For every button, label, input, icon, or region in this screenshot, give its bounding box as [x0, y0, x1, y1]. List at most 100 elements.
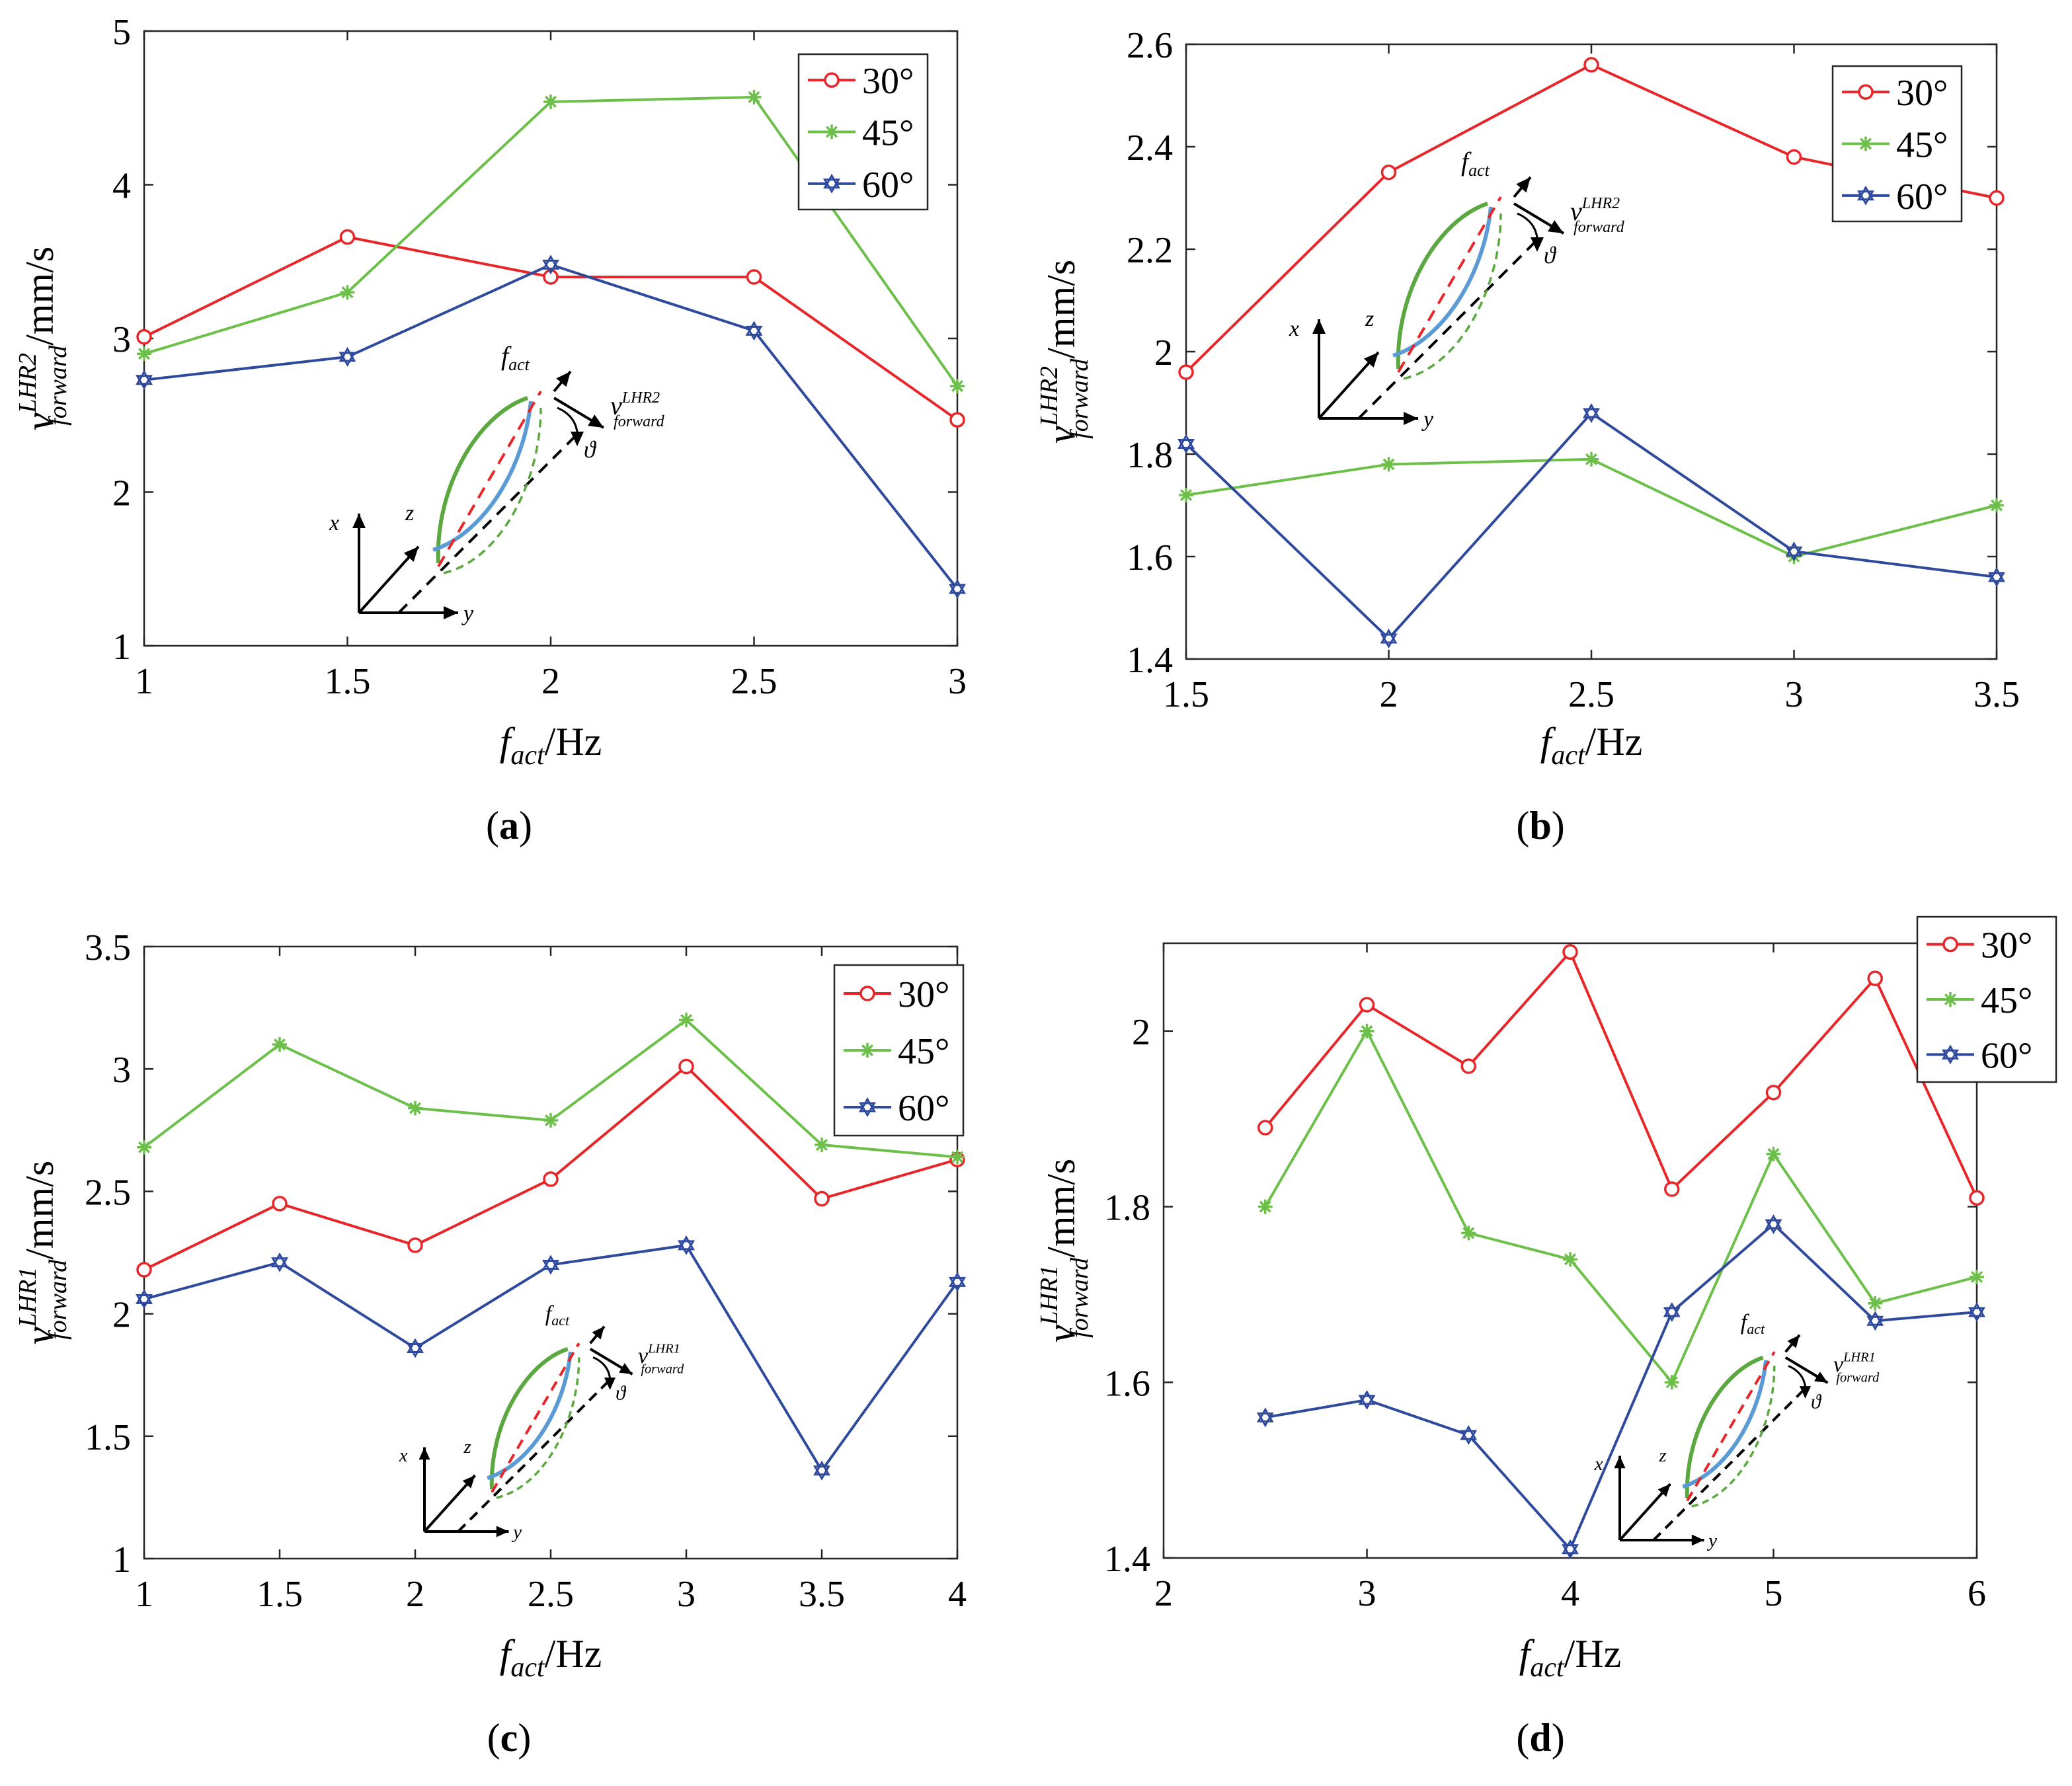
- chart-panel-d: 2 3 4 5 6 1.4 1.6 1.8 2 fact/Hz vLHR1 forward/mm/s x…: [1035, 915, 2057, 1683]
- inset-z-axis: [1618, 1483, 1671, 1541]
- y-tick-label: 4: [112, 166, 131, 207]
- inset-z-arrow: [1363, 352, 1378, 368]
- legend-label: 30°: [862, 61, 914, 102]
- y-tick-label: 2.5: [85, 1172, 131, 1213]
- series-1: [1179, 451, 2004, 564]
- series-2: [1256, 1214, 1985, 1559]
- data-point: [950, 379, 965, 394]
- y-tick-label: 1.4: [1127, 640, 1173, 681]
- data-point: [542, 254, 559, 275]
- x-tick-label: 3: [1785, 674, 1804, 715]
- data-point: [339, 346, 356, 367]
- data-point: [1786, 549, 1802, 564]
- legend-label: 45°: [898, 1031, 949, 1072]
- inset-v-label: vLHR2 forward: [1570, 195, 1625, 236]
- x-tick-label: 2.5: [731, 661, 777, 702]
- y-tick-label: 2.4: [1127, 128, 1173, 169]
- panel-label-a: (a): [486, 804, 532, 847]
- data-point: [1664, 1181, 1680, 1197]
- data-point: [1583, 403, 1600, 423]
- inset-z-label: z: [1365, 307, 1374, 331]
- legend-label: 45°: [1896, 125, 1948, 166]
- inset-y-label: y: [461, 602, 474, 626]
- x-axis-label: fact/Hz: [500, 720, 602, 771]
- inset-leaf-green: [1396, 202, 1488, 369]
- inset-z-arrow: [1657, 1484, 1671, 1497]
- inset-angle-arrow: [571, 432, 584, 446]
- inset-leaf-dashed: [1403, 213, 1502, 380]
- data-point: [542, 1255, 559, 1275]
- series-0: [136, 229, 965, 428]
- inset-diagram: x y z fact vLHR1 forward ϑ: [1594, 1310, 1880, 1551]
- legend-marker: [1943, 992, 1958, 1007]
- data-point: [1765, 1214, 1782, 1235]
- y-tick-label: 2.6: [1127, 25, 1173, 66]
- data-point: [136, 329, 152, 345]
- series-1: [137, 1013, 965, 1165]
- legend-label: 60°: [898, 1088, 949, 1129]
- inset-leaf-dashed: [496, 1357, 580, 1499]
- inset-angle-arrow: [1800, 1386, 1811, 1399]
- inset-v-arrow: [1547, 220, 1564, 233]
- data-point: [1563, 1252, 1577, 1267]
- data-point: [1766, 1146, 1781, 1161]
- inset-x-label: x: [1594, 1454, 1603, 1475]
- legend-marker: [1858, 84, 1874, 100]
- inset-leaf-green: [1685, 1355, 1764, 1498]
- inset-z-arrow: [403, 547, 418, 563]
- y-tick-label: 1.8: [1104, 1188, 1150, 1229]
- legend-label: 60°: [1896, 176, 1948, 217]
- legend-label: 60°: [1981, 1035, 2032, 1076]
- x-tick-label: 3.5: [799, 1574, 845, 1615]
- y-axis-label: vLHR1 forward/mm/s: [1035, 1159, 1094, 1343]
- series-0: [1257, 944, 1985, 1206]
- data-point: [950, 1149, 965, 1165]
- data-point: [814, 1190, 830, 1207]
- legend: 30° 45° 60°: [1916, 915, 2057, 1083]
- panel-label-b: (b): [1516, 804, 1565, 847]
- inset-fact-arrow: [1787, 1335, 1800, 1348]
- series-2: [1177, 403, 2005, 648]
- legend-marker: [859, 986, 875, 1001]
- x-tick-label: 4: [1561, 1573, 1579, 1614]
- series-line: [1264, 949, 1978, 1199]
- data-point: [1461, 1225, 1476, 1241]
- inset-z-label: z: [463, 1436, 471, 1457]
- inset-v-arrow: [587, 414, 604, 428]
- inset-v-label: vLHR1 forward: [638, 1342, 684, 1377]
- inset-red-dash: [1397, 196, 1502, 373]
- data-point: [543, 94, 558, 109]
- x-tick-label: 2: [1380, 674, 1398, 715]
- series-line: [1265, 1222, 1977, 1552]
- chart-panel-a: 1 1.5 2 2.5 3 1 2 3 4 5 fact/Hz vLHR2 forward/mm/s x y…: [14, 12, 967, 771]
- x-axis-label: fact/Hz: [1519, 1632, 1622, 1683]
- inset-z-label: z: [405, 501, 414, 525]
- data-point: [136, 369, 153, 390]
- data-point: [1381, 457, 1396, 472]
- panel-label-c: (c): [487, 1716, 532, 1760]
- legend-marker: [823, 173, 840, 194]
- series-2: [136, 254, 966, 599]
- x-tick-label: 1: [135, 1574, 153, 1615]
- y-tick-label: 1: [112, 1539, 131, 1580]
- legend-label: 30°: [898, 974, 949, 1015]
- panel-label-d: (d): [1516, 1716, 1565, 1760]
- legend-marker: [824, 124, 839, 139]
- data-point: [949, 579, 966, 599]
- data-point: [1257, 1120, 1273, 1136]
- inset-red-dash: [437, 390, 542, 568]
- inset-y-arrow: [1691, 1534, 1704, 1546]
- data-point: [1969, 1190, 1985, 1206]
- x-tick-label: 2.5: [528, 1574, 574, 1615]
- data-point: [339, 229, 356, 245]
- data-point: [1989, 190, 2005, 206]
- inset-x-label: x: [329, 511, 339, 535]
- inset-y-label: y: [511, 1522, 522, 1543]
- inset-fact-label: fact: [1461, 147, 1490, 180]
- x-axis-label: fact/Hz: [1540, 720, 1643, 771]
- inset-z-axis: [358, 545, 420, 614]
- legend: 30° 45° 60°: [797, 53, 929, 211]
- y-tick-label: 2: [112, 1295, 131, 1336]
- data-point: [1663, 1301, 1681, 1323]
